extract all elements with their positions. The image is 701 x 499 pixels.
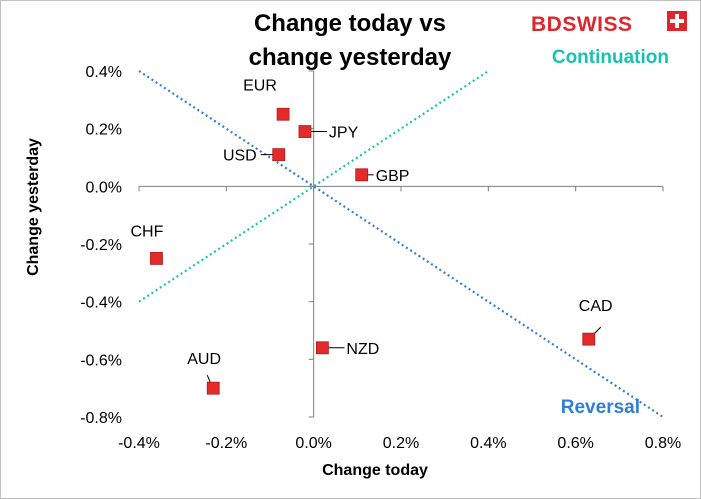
- point-eur: EUR: [243, 77, 290, 121]
- point-chf: CHF: [130, 223, 164, 265]
- brand-logo-text: BDSWISS: [531, 13, 633, 36]
- point-label: EUR: [243, 77, 277, 94]
- x-tick-label: 0.4%: [470, 435, 506, 452]
- scatter-marker: [206, 381, 220, 395]
- scatter-marker: [355, 168, 369, 182]
- x-tick-label: -0.4%: [118, 435, 160, 452]
- axes: -0.4% -0.2% 0.0% 0.2% 0.4% 0.6% 0.8% 0.4% 0.2% 0.…: [80, 64, 681, 452]
- x-tick-label: 0.2%: [383, 435, 419, 452]
- y-tick-label: 0.2%: [86, 122, 122, 139]
- point-label: CAD: [579, 298, 613, 315]
- x-axis-label: Change today: [322, 462, 428, 479]
- x-tick-label: 0.8%: [645, 435, 681, 452]
- scatter-marker: [582, 332, 596, 346]
- point-cad: CAD: [579, 298, 613, 346]
- y-tick-label: -0.2%: [80, 237, 122, 254]
- x-tick-label: 0.6%: [557, 435, 593, 452]
- reversal-label: Reversal: [561, 397, 640, 418]
- point-label: AUD: [187, 351, 221, 368]
- point-label: CHF: [130, 223, 163, 240]
- continuation-label: Continuation: [552, 47, 669, 68]
- x-tick-label: 0.0%: [295, 435, 331, 452]
- y-tick-label: -0.6%: [80, 352, 122, 369]
- point-aud: AUD: [187, 351, 221, 395]
- point-gbp: GBP: [355, 168, 410, 185]
- point-label: GBP: [376, 168, 410, 185]
- point-jpy: JPY: [298, 125, 359, 142]
- leader-line: [206, 374, 211, 383]
- point-label: USD: [223, 148, 257, 165]
- scatter-marker: [272, 148, 286, 162]
- point-nzd: NZD: [315, 341, 379, 358]
- point-label: JPY: [329, 125, 359, 142]
- y-tick-label: -0.4%: [80, 295, 122, 312]
- x-tick-label: -0.2%: [205, 435, 247, 452]
- y-tick-label: 0.4%: [86, 64, 122, 81]
- y-tick-label: 0.0%: [86, 179, 122, 196]
- data-points: EUR JPY USD GBP CHF NZD AUD CAD: [130, 77, 613, 395]
- point-usd: USD: [223, 148, 286, 165]
- chart-title-line-1: Change today vs: [254, 10, 446, 37]
- y-axis-label: Change yesterday: [25, 138, 42, 276]
- brand-logo: BDSWISS: [531, 11, 687, 36]
- scatter-marker: [150, 252, 163, 265]
- scatter-marker: [276, 107, 290, 121]
- scatter-marker: [315, 341, 329, 355]
- swiss-flag-icon: [667, 11, 687, 31]
- y-tick-label: -0.8%: [80, 410, 122, 427]
- point-label: NZD: [346, 341, 379, 358]
- scatter-marker: [298, 125, 312, 138]
- chart-title-line-2: change yesterday: [249, 44, 452, 71]
